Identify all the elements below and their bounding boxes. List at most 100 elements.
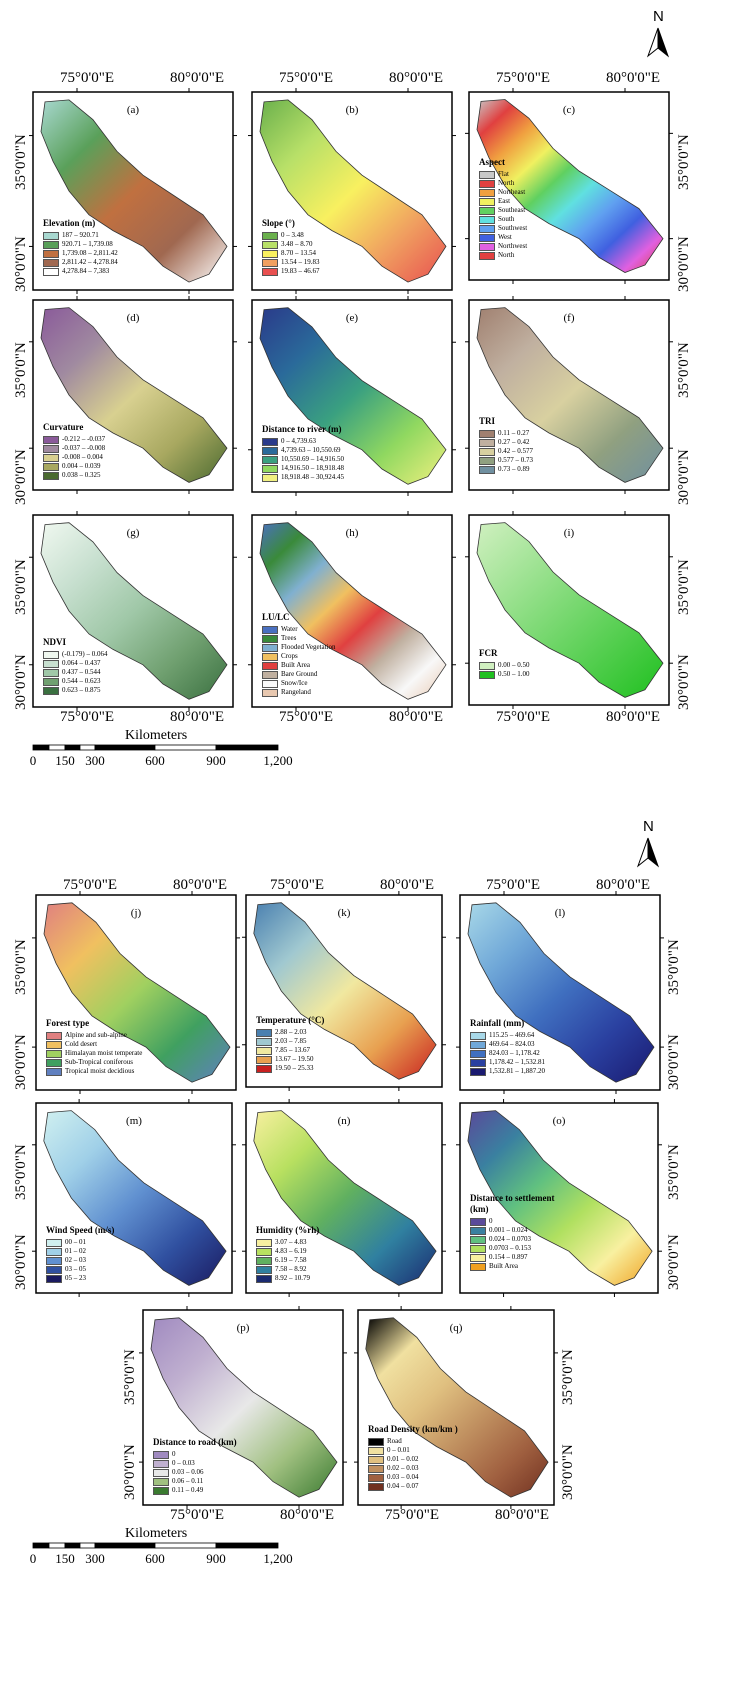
latitude-label: 30°0'0"N [676, 236, 693, 292]
panel-label: (m) [114, 1115, 154, 1127]
panel-label: (k) [324, 907, 364, 919]
legend-label: 0 [489, 1217, 493, 1226]
legend-label: 18,918.48 – 30,924.45 [281, 473, 344, 482]
legend-title: Temperature (°C) [256, 1015, 324, 1026]
legend-swatch [256, 1029, 272, 1037]
legend-label: Snow/Ice [281, 679, 307, 688]
legend-swatch [262, 626, 278, 634]
legend: AspectFlatNorthNortheastEastSoutheastSou… [479, 157, 527, 260]
legend-swatch [479, 430, 495, 438]
legend: Wind Speed (m/s)00 – 0101 – 0202 – 0303 … [46, 1225, 114, 1283]
latitude-label: 35°0'0"N [122, 1349, 139, 1405]
legend-label: 0.623 – 0.875 [62, 686, 101, 695]
legend-label: -0.037 – -0.008 [62, 444, 105, 453]
legend-label: 0.03 – 0.04 [387, 1473, 419, 1482]
legend-label: 19.50 – 25.33 [275, 1064, 314, 1073]
scale-segment [65, 745, 80, 750]
scale-tick-label: 900 [206, 753, 226, 769]
legend-label: 0.04 – 0.07 [387, 1482, 419, 1491]
legend-label: 0.02 – 0.03 [387, 1464, 419, 1473]
longitude-label: 80°0'0"E [495, 1507, 549, 1524]
legend-item: 0.024 – 0.0703 [470, 1235, 566, 1244]
legend-item: 7.85 – 13.67 [256, 1046, 324, 1055]
legend-label: 0 – 4,739.63 [281, 437, 316, 446]
legend-swatch [43, 678, 59, 686]
legend-label: Sub-Tropical coniferous [65, 1058, 133, 1067]
legend-item: 8.70 – 13.54 [262, 249, 320, 258]
legend-label: Northwest [498, 242, 527, 251]
legend-swatch [262, 662, 278, 670]
legend-label: 8.92 – 10.79 [275, 1274, 310, 1283]
legend-swatch [43, 232, 59, 240]
legend-item: 115.25 – 469.64 [470, 1031, 545, 1040]
latitude-label: 35°0'0"N [666, 1144, 683, 1200]
legend-label: 0.064 – 0.437 [62, 659, 101, 668]
panel-label: (g) [113, 527, 153, 539]
legend-item: 0.73 – 0.89 [479, 465, 533, 474]
longitude-label: 80°0'0"E [170, 709, 224, 726]
legend-swatch [262, 474, 278, 482]
legend-item: Flat [479, 170, 527, 179]
legend: NDVI (-0.179) – 0.0640.064 – 0.4370.437 –… [43, 637, 108, 695]
legend-label: (-0.179) – 0.064 [62, 650, 108, 659]
legend-label: 0.27 – 0.42 [498, 438, 530, 447]
longitude-label: 75°0'0"E [486, 877, 540, 894]
longitude-label: 80°0'0"E [389, 709, 443, 726]
legend-swatch [479, 457, 495, 465]
scale-tick-label: 600 [145, 1551, 165, 1567]
legend-label: 1,532.81 – 1,887.20 [489, 1067, 545, 1076]
latitude-label: 30°0'0"N [13, 449, 30, 505]
legend-swatch [43, 268, 59, 276]
legend-item: Alpine and sub-alpine [46, 1031, 142, 1040]
latitude-label: 35°0'0"N [676, 559, 693, 615]
latitude-label: 30°0'0"N [13, 236, 30, 292]
scale-segment [95, 745, 155, 750]
legend-label: 7.85 – 13.67 [275, 1046, 310, 1055]
legend-item: 14,916.50 – 18,918.48 [262, 464, 344, 473]
legend-swatch [43, 463, 59, 471]
legend-label: 05 – 23 [65, 1274, 86, 1283]
panel-label: (c) [549, 104, 589, 116]
longitude-label: 80°0'0"E [280, 1507, 334, 1524]
legend-swatch [256, 1266, 272, 1274]
latitude-label: 30°0'0"N [666, 1034, 683, 1090]
legend-item: 02 – 03 [46, 1256, 114, 1265]
legend-label: 0.73 – 0.89 [498, 465, 530, 474]
panel-label: (o) [539, 1115, 579, 1127]
legend-title: NDVI [43, 637, 108, 648]
panel-label: (l) [540, 907, 580, 919]
legend-item: 0 – 0.01 [368, 1446, 458, 1455]
legend-label: Flat [498, 170, 509, 179]
legend-title: Curvature [43, 422, 105, 433]
scale-segment [155, 745, 216, 750]
scale-segment [65, 1543, 80, 1548]
panel-label: (n) [324, 1115, 364, 1127]
legend-title: Distance to river (m) [262, 424, 344, 435]
legend-item: 0.623 – 0.875 [43, 686, 108, 695]
legend-swatch [256, 1248, 272, 1256]
legend-label: 13.67 – 19.50 [275, 1055, 314, 1064]
legend-item: 3.07 – 4.83 [256, 1238, 319, 1247]
legend-item: 0.42 – 0.577 [479, 447, 533, 456]
legend-item: Water [262, 625, 336, 634]
longitude-label: 75°0'0"E [279, 709, 333, 726]
legend-item: Built Area [262, 661, 336, 670]
legend-label: 0 – 0.03 [172, 1459, 195, 1468]
legend-label: 0.544 – 0.623 [62, 677, 101, 686]
legend-label: 10,550.69 – 14,916.50 [281, 455, 344, 464]
legend-label: 1,739.08 – 2,811.42 [62, 249, 118, 258]
legend-swatch [46, 1257, 62, 1265]
legend-label: 187 – 920.71 [62, 231, 99, 240]
legend-swatch [46, 1275, 62, 1283]
legend-label: 6.19 – 7.58 [275, 1256, 307, 1265]
legend-label: Alpine and sub-alpine [65, 1031, 127, 1040]
legend-item: Built Area [470, 1262, 566, 1271]
scale-tick-label: 1,200 [263, 1551, 292, 1567]
legend-label: 0.437 – 0.544 [62, 668, 101, 677]
legend-swatch [262, 671, 278, 679]
legend-swatch [479, 225, 495, 233]
legend-label: 469.64 – 824.03 [489, 1040, 535, 1049]
legend-label: 3.48 – 8.70 [281, 240, 313, 249]
legend: Temperature (°C)2.88 – 2.032.03 – 7.857.… [256, 1015, 324, 1073]
